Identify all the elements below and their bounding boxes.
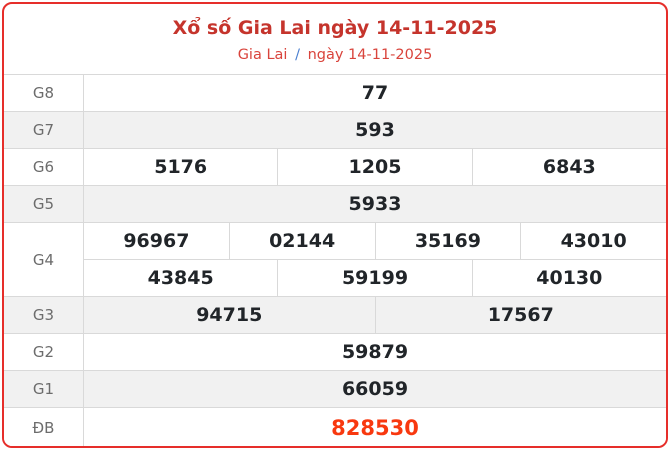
value-line: 5933	[84, 186, 666, 222]
breadcrumb-region-link[interactable]: Gia Lai	[237, 47, 288, 63]
table-row: G7 593	[4, 112, 666, 149]
prize-values: 59879	[84, 334, 666, 370]
prize-values: 828530	[84, 408, 666, 446]
breadcrumb-separator: /	[295, 47, 300, 63]
prize-label: G4	[4, 223, 84, 296]
prize-label: G8	[4, 75, 84, 111]
page-title: Xổ số Gia Lai ngày 14-11-2025	[172, 17, 498, 39]
card-header: Xổ số Gia Lai ngày 14-11-2025 Gia Lai / …	[4, 4, 666, 75]
prize-number: 59879	[341, 341, 409, 363]
prize-number: 1205	[277, 149, 471, 185]
prize-label: ĐB	[4, 408, 84, 446]
results-table: G8 77 G7 593 G6 5176 1205 6843 G5 5933 G4 96967 0214…	[4, 75, 666, 446]
prize-number: 02144	[228, 223, 375, 259]
prize-number: 593	[355, 119, 395, 141]
table-row: G8 77	[4, 75, 666, 112]
prize-number: 43845	[147, 267, 214, 289]
prize-number: 96967	[123, 230, 190, 252]
table-row: G5 5933	[4, 186, 666, 223]
prize-number: 94715	[196, 304, 263, 326]
prize-number: 6843	[471, 149, 666, 185]
value-line: 43845 59199 40130	[84, 259, 666, 296]
value-line: 96967 02144 35169 43010	[84, 223, 666, 259]
lottery-result-card: Xổ số Gia Lai ngày 14-11-2025 Gia Lai / …	[2, 2, 668, 448]
value-line: 66059	[84, 371, 666, 407]
prize-number: 35169	[374, 223, 521, 259]
prize-label: G5	[4, 186, 84, 222]
prize-number: 828530	[331, 415, 419, 440]
prize-number: 5176	[154, 156, 208, 178]
table-row: ĐB 828530	[4, 408, 666, 446]
prize-number: 43010	[520, 223, 666, 259]
prize-label: G1	[4, 371, 84, 407]
prize-label: G3	[4, 297, 84, 333]
breadcrumb-date-link[interactable]: ngày 14-11-2025	[307, 47, 433, 63]
prize-values: 94715 17567	[84, 297, 666, 333]
prize-label: G7	[4, 112, 84, 148]
prize-number: 40130	[471, 260, 666, 296]
value-line: 593	[84, 112, 666, 148]
value-line: 59879	[84, 334, 666, 370]
prize-values: 5176 1205 6843	[84, 149, 666, 185]
prize-values: 593	[84, 112, 666, 148]
table-row: G1 66059	[4, 371, 666, 408]
value-line: 94715 17567	[84, 297, 666, 333]
prize-number: 66059	[341, 378, 409, 400]
table-row: G4 96967 02144 35169 43010 43845 59199 40130	[4, 223, 666, 297]
prize-label: G6	[4, 149, 84, 185]
table-row: G2 59879	[4, 334, 666, 371]
prize-number: 5933	[348, 193, 402, 215]
prize-values: 5933	[84, 186, 666, 222]
prize-number: 77	[361, 82, 389, 104]
table-row: G6 5176 1205 6843	[4, 149, 666, 186]
prize-values: 77	[84, 75, 666, 111]
value-line: 77	[84, 75, 666, 111]
value-line: 5176 1205 6843	[84, 149, 666, 185]
prize-number: 59199	[277, 260, 471, 296]
prize-values: 66059	[84, 371, 666, 407]
prize-number: 17567	[374, 297, 667, 333]
prize-label: G2	[4, 334, 84, 370]
value-line: 828530	[84, 408, 666, 446]
breadcrumb: Gia Lai / ngày 14-11-2025	[4, 44, 666, 66]
table-row: G3 94715 17567	[4, 297, 666, 334]
prize-values: 96967 02144 35169 43010 43845 59199 40130	[84, 223, 666, 296]
